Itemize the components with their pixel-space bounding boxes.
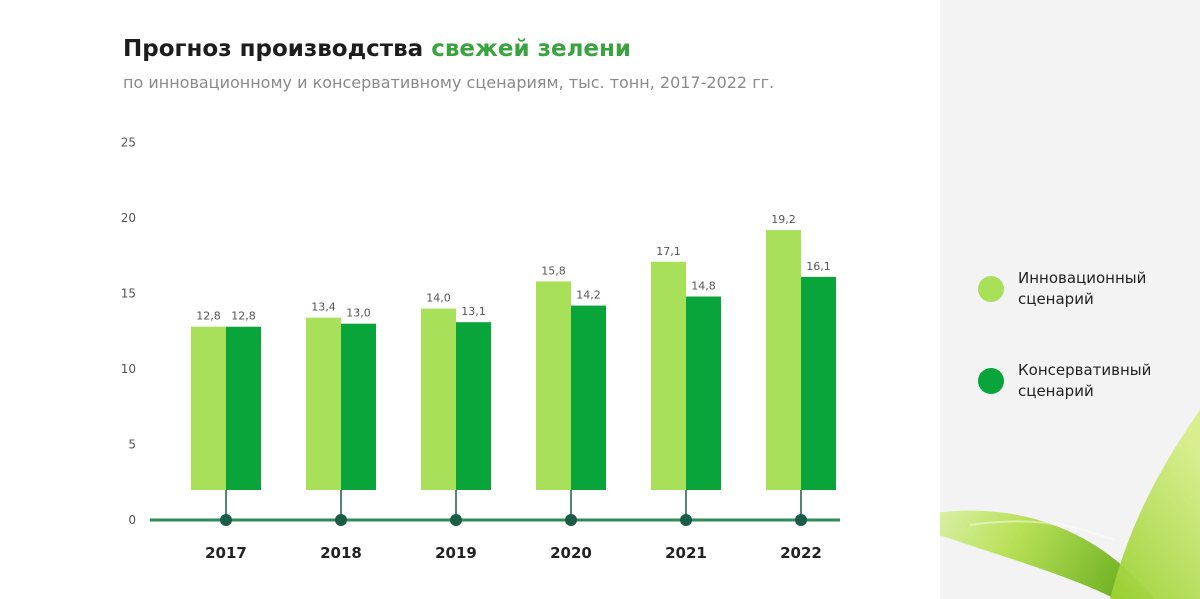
bar-innovation <box>191 326 226 490</box>
legend-label-conservative: Консервативный сценарий <box>1018 361 1152 400</box>
value-label-innovation: 13,4 <box>311 301 336 314</box>
y-tick-label: 15 <box>121 287 136 301</box>
title-main: Прогноз производства <box>123 36 424 62</box>
y-tick-label: 0 <box>128 513 136 527</box>
value-label-innovation: 12,8 <box>196 310 221 323</box>
value-label-conservative: 13,0 <box>346 307 371 320</box>
value-label-conservative: 12,8 <box>231 310 256 323</box>
bar-innovation <box>536 281 571 490</box>
bar-innovation <box>766 230 801 490</box>
value-label-innovation: 19,2 <box>771 213 796 226</box>
bar-conservative <box>226 326 261 490</box>
bar-conservative <box>571 305 606 490</box>
x-tick-label: 2017 <box>205 544 247 562</box>
bar-conservative <box>341 323 376 490</box>
axis-marker <box>220 514 232 526</box>
axis-marker <box>795 514 807 526</box>
x-tick-label: 2018 <box>320 544 362 562</box>
bar-innovation <box>651 261 686 490</box>
axis-marker <box>565 514 577 526</box>
x-tick-label: 2022 <box>780 544 822 562</box>
bar-conservative <box>801 276 836 490</box>
legend-item-conservative: Консервативный сценарий <box>978 360 1188 402</box>
y-tick-label: 5 <box>128 438 136 452</box>
axis-marker <box>335 514 347 526</box>
value-label-conservative: 14,2 <box>576 289 601 302</box>
y-tick-label: 25 <box>121 136 136 150</box>
value-label-conservative: 16,1 <box>806 260 831 273</box>
legend-label-innovation: Инновационный сценарий <box>1018 269 1147 308</box>
value-label-innovation: 15,8 <box>541 264 566 277</box>
bar-chart: 0 5 10 15 20 25 12,8 12,8 2017 13,4 13,0 2018 14,0 13… <box>121 136 840 562</box>
bar-conservative <box>456 322 491 490</box>
value-label-innovation: 14,0 <box>426 292 451 305</box>
y-tick-label: 10 <box>121 362 136 376</box>
y-tick-label: 20 <box>121 211 136 225</box>
chart-subtitle: по инновационному и консервативному сцен… <box>123 73 775 92</box>
value-label-conservative: 14,8 <box>691 280 716 293</box>
legend-dot-innovation <box>978 276 1004 302</box>
axis-marker <box>680 514 692 526</box>
bar-innovation <box>421 308 456 490</box>
axis-marker <box>450 514 462 526</box>
bar-innovation <box>306 317 341 490</box>
x-tick-label: 2021 <box>665 544 707 562</box>
value-label-innovation: 17,1 <box>656 245 681 258</box>
legend-item-innovation: Инновационный сценарий <box>978 268 1188 310</box>
leaf-decoration <box>940 410 1200 599</box>
x-tick-label: 2020 <box>550 544 592 562</box>
chart-title: Прогноз производства свежей зелени <box>123 36 631 62</box>
legend-dot-conservative <box>978 368 1004 394</box>
title-accent: свежей зелени <box>431 36 632 62</box>
bar-conservative <box>686 296 721 490</box>
x-tick-label: 2019 <box>435 544 477 562</box>
value-label-conservative: 13,1 <box>461 305 486 318</box>
